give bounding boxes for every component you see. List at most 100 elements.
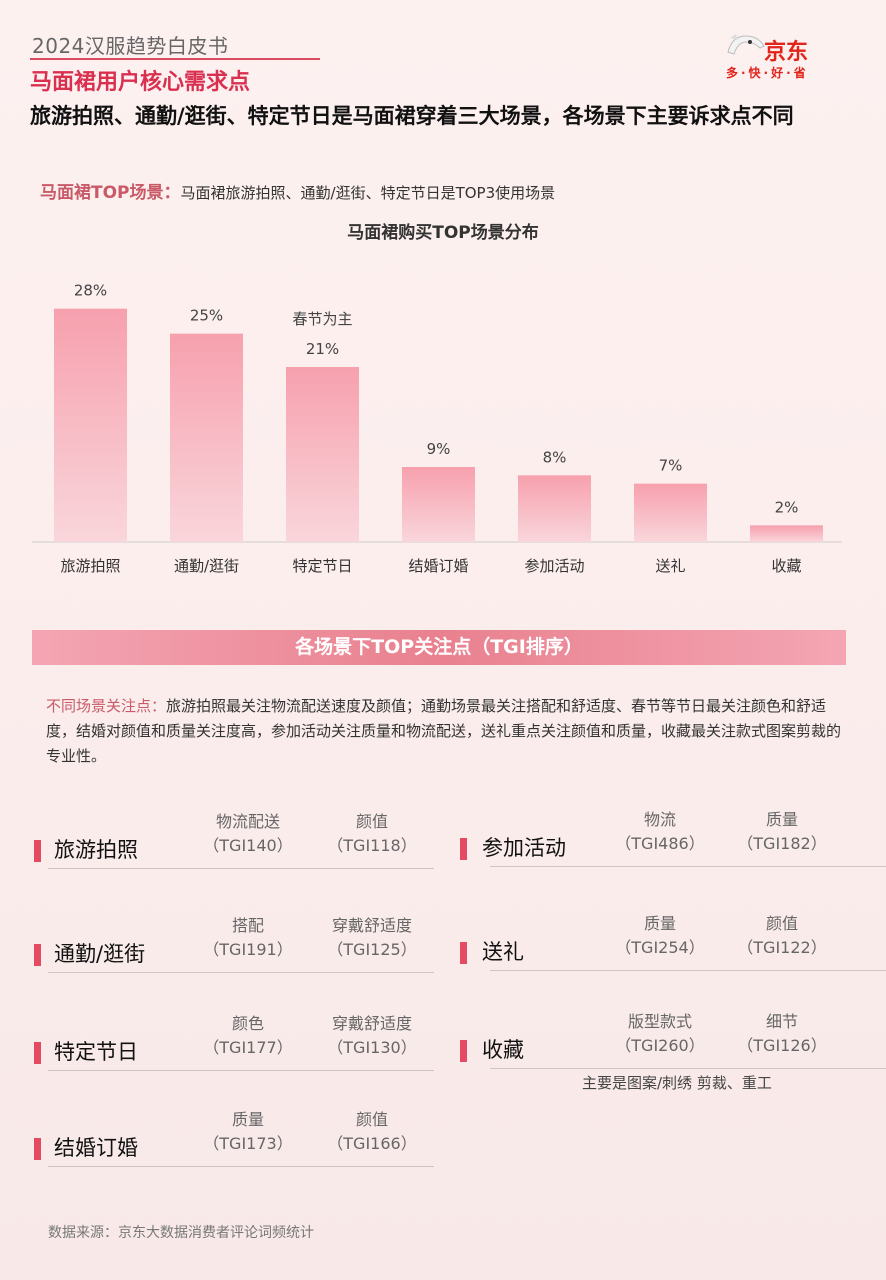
jd-logo: 京东 多·快·好·省	[724, 30, 834, 82]
scene-divider	[48, 1070, 434, 1071]
focus-tag: 质量 （TGI182）	[722, 808, 842, 856]
category-label: 旅游拍照	[60, 557, 120, 575]
focus-tag-name: 质量	[765, 810, 798, 829]
focus-description-label: 不同场景关注点：	[46, 697, 167, 715]
scene-divider	[490, 1068, 886, 1069]
chart-title: 马面裙购买TOP场景分布	[347, 223, 539, 243]
focus-tag-name: 细节	[765, 1012, 798, 1031]
scene-name: 送礼	[482, 940, 524, 964]
bar-value-label: 2%	[775, 498, 799, 516]
chart-annotation: 春节为主	[292, 310, 352, 328]
bar-2	[170, 333, 243, 542]
scene-marker	[34, 1138, 41, 1160]
bar-value-label: 25%	[190, 307, 223, 325]
bar-6	[634, 483, 707, 542]
focus-tag-name: 物流	[643, 810, 676, 829]
focus-tag: 质量 （TGI254）	[600, 912, 720, 960]
scene-name: 结婚订婚	[54, 1136, 138, 1160]
focus-tag: 颜值 （TGI122）	[722, 912, 842, 960]
top-scene-label: 马面裙TOP场景：	[40, 183, 181, 203]
focus-tag-name: 版型款式	[627, 1012, 692, 1031]
title-underline	[30, 58, 320, 60]
focus-tag: 穿戴舒适度 （TGI130）	[312, 1012, 432, 1060]
focus-tag-tgi: （TGI140）	[203, 836, 293, 855]
focus-tag: 物流配送 （TGI140）	[188, 810, 308, 858]
scene-divider	[48, 1166, 434, 1167]
bar-value-label: 8%	[543, 448, 567, 466]
collect-note: 主要是图案/刺绣 剪裁、重工	[582, 1074, 772, 1092]
scene-name: 通勤/逛街	[54, 942, 146, 966]
focus-tag-tgi: （TGI166）	[327, 1134, 417, 1153]
scene-name: 特定节日	[54, 1040, 138, 1064]
scene-marker	[34, 944, 41, 966]
scene-distribution-chart: 28% 旅游拍照 25% 通勤/逛街 21% 特定节日 春节为主 9% 结婚订婚 8% 参加活动 7%…	[32, 282, 842, 575]
focus-tag: 穿戴舒适度 （TGI125）	[312, 914, 432, 962]
focus-tag-tgi: （TGI126）	[737, 1036, 827, 1055]
bar-3	[286, 367, 359, 542]
focus-tag-tgi: （TGI130）	[327, 1038, 417, 1057]
scene-divider	[48, 972, 434, 973]
focus-tag: 颜值 （TGI118）	[312, 810, 432, 858]
category-label: 送礼	[655, 557, 685, 575]
focus-tag-tgi: （TGI254）	[615, 938, 705, 957]
focus-tag-tgi: （TGI191）	[203, 940, 293, 959]
focus-tag-tgi: （TGI118）	[327, 836, 417, 855]
focus-tag: 质量 （TGI173）	[188, 1108, 308, 1156]
focus-tag-tgi: （TGI125）	[327, 940, 417, 959]
focus-tag-name: 搭配	[231, 916, 264, 935]
scene-name: 参加活动	[482, 836, 566, 860]
jd-brand-name: 京东	[764, 40, 809, 65]
data-source: 数据来源：京东大数据消费者评论词频统计	[48, 1225, 314, 1241]
focus-tag-name: 颜值	[355, 812, 388, 831]
scene-name: 旅游拍照	[54, 838, 138, 862]
top-scene-text: 马面裙旅游拍照、通勤/逛街、特定节日是TOP3使用场景	[180, 184, 556, 202]
bar-value-label: 7%	[659, 457, 683, 475]
focus-tag-tgi: （TGI177）	[203, 1038, 293, 1057]
scene-marker	[460, 1040, 467, 1062]
focus-tag-name: 质量	[231, 1110, 264, 1129]
focus-tag: 物流 （TGI486）	[600, 808, 720, 856]
scene-divider	[490, 970, 886, 971]
report-title: 2024汉服趋势白皮书	[32, 34, 229, 58]
focus-tag-name: 穿戴舒适度	[331, 916, 412, 935]
bar-value-label: 9%	[427, 440, 451, 458]
scene-divider	[490, 866, 886, 867]
jd-dog-icon	[727, 34, 765, 55]
focus-tag-tgi: （TGI182）	[737, 834, 827, 853]
category-label: 通勤/逛街	[174, 557, 239, 575]
focus-banner: 各场景下TOP关注点（TGI排序）	[32, 630, 846, 665]
focus-tag: 细节 （TGI126）	[722, 1010, 842, 1058]
focus-tag-name: 物流配送	[215, 812, 280, 831]
focus-tag-name: 颜值	[355, 1110, 388, 1129]
focus-tag-tgi: （TGI122）	[737, 938, 827, 957]
bar-4	[402, 467, 475, 542]
focus-tag-tgi: （TGI260）	[615, 1036, 705, 1055]
focus-tag: 颜色 （TGI177）	[188, 1012, 308, 1060]
scene-marker	[34, 840, 41, 862]
focus-tag: 版型款式 （TGI260）	[600, 1010, 720, 1058]
focus-tag-name: 质量	[643, 914, 676, 933]
focus-tag-tgi: （TGI173）	[203, 1134, 293, 1153]
scene-divider	[48, 868, 434, 869]
focus-tag-name: 颜色	[231, 1014, 264, 1033]
jd-slogan: 多·快·好·省	[726, 66, 809, 80]
focus-description-text: 旅游拍照最关注物流配送速度及颜值；通勤场景最关注搭配和舒适度、春节等节日最关注颜…	[46, 697, 842, 765]
bar-5	[518, 475, 591, 542]
bar-7	[750, 525, 823, 542]
focus-tag-name: 穿戴舒适度	[331, 1014, 412, 1033]
category-label: 参加活动	[524, 557, 584, 575]
focus-tag-name: 颜值	[765, 914, 798, 933]
focus-tag: 颜值 （TGI166）	[312, 1108, 432, 1156]
bar-value-label: 21%	[306, 340, 339, 358]
bar-1	[54, 308, 127, 542]
scene-marker	[460, 838, 467, 860]
category-label: 特定节日	[292, 557, 352, 575]
scene-marker	[460, 942, 467, 964]
page-subtitle: 旅游拍照、通勤/逛街、特定节日是马面裙穿着三大场景，各场景下主要诉求点不同	[30, 104, 794, 128]
focus-description: 不同场景关注点：旅游拍照最关注物流配送速度及颜值；通勤场景最关注搭配和舒适度、春…	[46, 694, 846, 769]
section-title: 马面裙用户核心需求点	[30, 70, 251, 95]
category-label: 结婚订婚	[408, 557, 468, 575]
scene-name: 收藏	[482, 1038, 524, 1062]
category-label: 收藏	[771, 557, 801, 575]
scene-marker	[34, 1042, 41, 1064]
